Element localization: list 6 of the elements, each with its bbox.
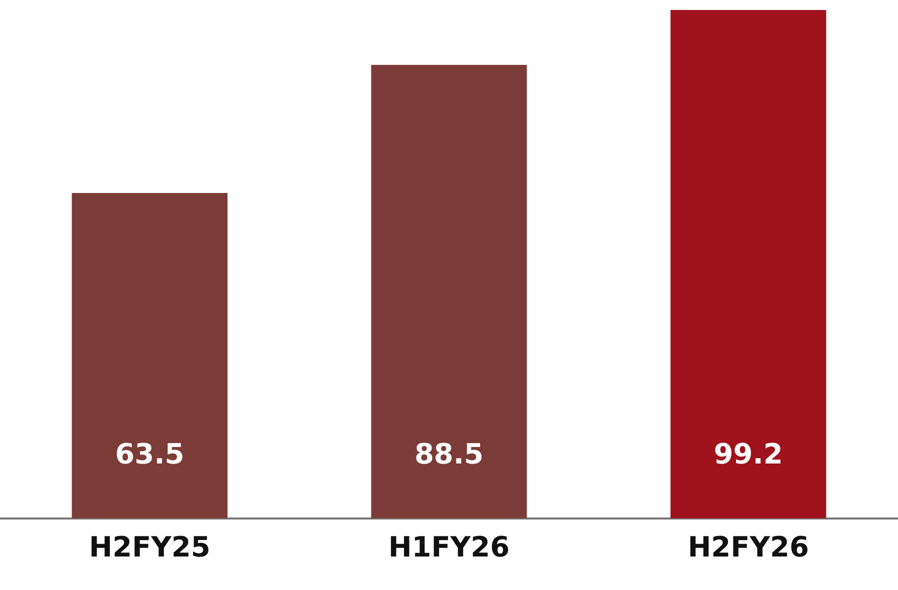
x-tick-label: H2FY25 [89,530,210,564]
data-label: 88.5 [414,438,484,471]
x-tick-label: H2FY26 [688,530,809,564]
data-label: 63.5 [115,438,184,471]
x-tick-label: H1FY26 [388,530,510,564]
data-label: 99.2 [714,438,783,471]
